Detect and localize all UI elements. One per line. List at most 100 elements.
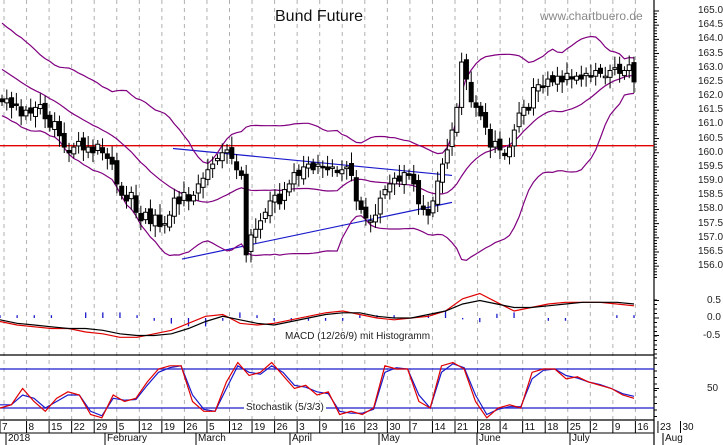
- y-tick-label: 156.5: [698, 245, 723, 257]
- candle-down: [119, 185, 125, 196]
- bollinger-upper: [1, 22, 635, 165]
- candle-down: [325, 166, 331, 171]
- candle-down: [425, 208, 431, 216]
- candle-up: [37, 104, 43, 110]
- candle-down: [0, 98, 5, 103]
- candle-down: [18, 106, 24, 117]
- candle-up: [171, 197, 177, 217]
- x-tick-label: 9: [321, 422, 328, 433]
- x-tick-label: 16: [344, 422, 356, 433]
- candle-down: [363, 206, 369, 219]
- candle-up: [162, 223, 168, 226]
- candle-down: [56, 121, 62, 137]
- candle-up: [128, 191, 134, 200]
- candle-up: [607, 70, 613, 78]
- candle-up: [339, 169, 345, 175]
- candle-down: [9, 97, 15, 108]
- candle-down: [406, 173, 412, 176]
- candle-down: [468, 81, 474, 103]
- x-tick-label: 26: [276, 422, 288, 433]
- month-label: February: [107, 433, 148, 444]
- candle-up: [368, 220, 374, 223]
- candle-up: [286, 183, 292, 193]
- x-tick-label: 21: [457, 422, 469, 433]
- candle-up: [85, 146, 91, 153]
- candle-down: [47, 114, 53, 128]
- y-tick-label: 160.0: [698, 146, 723, 158]
- candle-up: [76, 140, 82, 147]
- x-tick-label: 23: [366, 422, 378, 433]
- x-tick-label: 7: [411, 422, 418, 433]
- stochastic-label: Stochastik (5/3/3): [244, 402, 326, 413]
- candle-down: [133, 195, 139, 213]
- candle-down: [28, 107, 34, 114]
- candle-up: [205, 169, 211, 180]
- x-tick-label: 8: [28, 422, 35, 433]
- x-tick-label: 25: [569, 422, 581, 433]
- month-label: July: [572, 433, 590, 444]
- candle-up: [444, 149, 450, 164]
- y-tick-label: 161.0: [698, 118, 723, 130]
- x-tick-label: 7: [2, 422, 8, 433]
- candle-up: [430, 200, 436, 214]
- candle-down: [13, 103, 19, 106]
- candle-up: [626, 64, 632, 72]
- y-tick-label: 159.5: [698, 160, 723, 172]
- month-label: May: [381, 433, 400, 444]
- candle-down: [42, 102, 48, 120]
- candle-up: [574, 75, 580, 81]
- candle-down: [138, 212, 144, 222]
- candle-up: [167, 214, 173, 228]
- candle-up: [52, 121, 58, 131]
- candle-down: [243, 173, 249, 256]
- candle-down: [502, 152, 508, 157]
- x-tick-label: 2: [592, 422, 598, 433]
- ascending-trendline: [181, 201, 453, 260]
- bollinger-lower: [1, 92, 635, 262]
- candle-up: [554, 75, 560, 85]
- candle-up: [401, 172, 407, 186]
- candle-down: [526, 106, 532, 111]
- candle-down: [61, 132, 67, 148]
- candle-down: [90, 146, 96, 154]
- candle-down: [478, 105, 484, 117]
- candle-down: [104, 153, 110, 159]
- macd-tick-label: 0.0: [707, 312, 721, 323]
- candle-up: [33, 106, 39, 117]
- candle-up: [507, 146, 513, 158]
- candle-up: [210, 163, 216, 170]
- candle-up: [439, 163, 445, 183]
- candle-up: [191, 194, 197, 202]
- candle-up: [23, 109, 29, 117]
- candle-down: [463, 59, 469, 80]
- candle-down: [411, 173, 417, 185]
- candle-down: [186, 194, 192, 202]
- candle-up: [387, 183, 393, 193]
- month-label: Aug: [665, 433, 683, 444]
- candle-up: [492, 140, 498, 148]
- y-tick-label: 157.5: [698, 217, 723, 229]
- stoch-k-line: [0, 361, 635, 419]
- candle-up: [195, 183, 201, 194]
- candle-up: [291, 172, 297, 185]
- candle-up: [219, 152, 225, 162]
- y-tick-label: 164.5: [698, 19, 723, 31]
- y-tick-label: 156.0: [698, 260, 723, 272]
- candle-down: [416, 180, 422, 205]
- candle-down: [320, 165, 326, 169]
- candle-up: [612, 67, 618, 70]
- y-tick-label: 164.0: [698, 33, 723, 45]
- candle-down: [540, 85, 546, 89]
- candle-down: [147, 208, 153, 225]
- y-tick-label: 157.0: [698, 231, 723, 243]
- x-tick-label: 14: [434, 422, 446, 433]
- candle-up: [435, 180, 441, 205]
- candle-up: [248, 234, 254, 252]
- candle-up: [253, 228, 259, 238]
- candle-down: [349, 163, 355, 176]
- candle-down: [569, 76, 575, 80]
- x-tick-label: 5: [118, 422, 125, 433]
- candle-down: [123, 194, 129, 202]
- month-label: April: [292, 433, 313, 444]
